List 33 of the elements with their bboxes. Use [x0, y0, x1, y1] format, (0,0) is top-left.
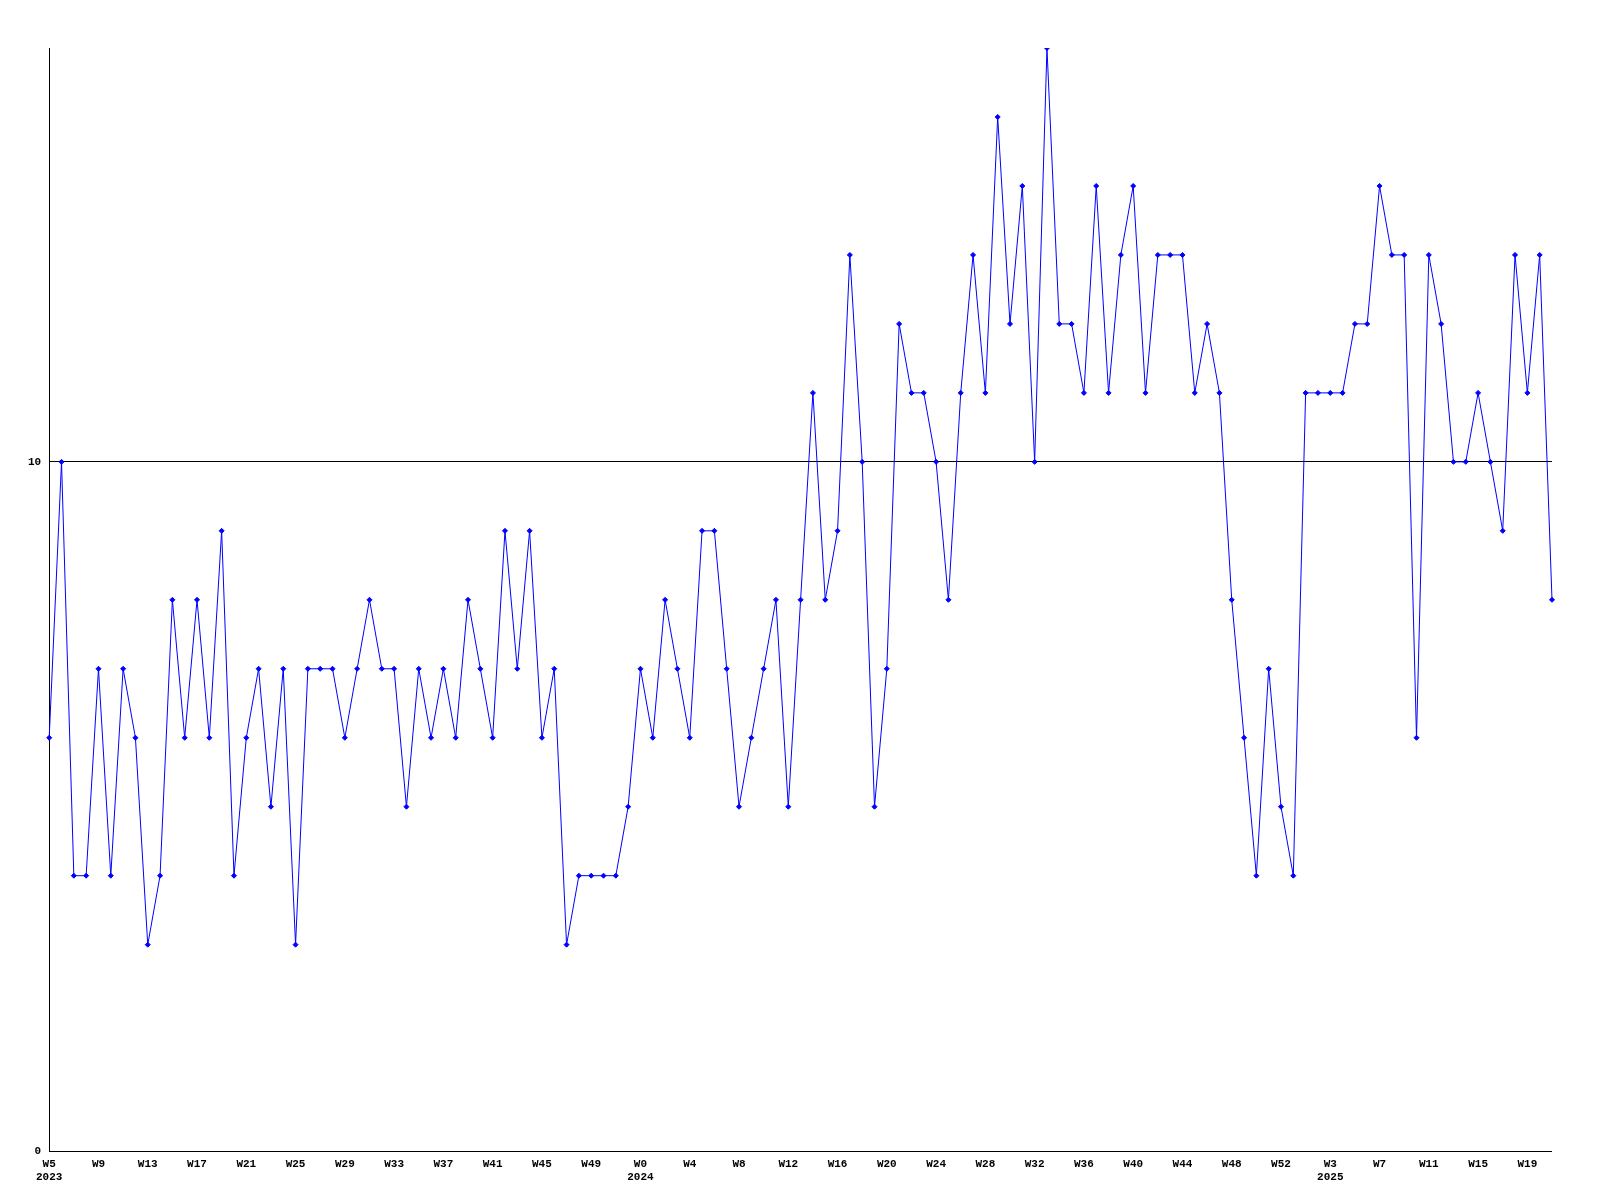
- x-tick-label: W11: [1418, 1157, 1440, 1170]
- x-tick-label: W8: [732, 1157, 747, 1170]
- x-tick-label: W33: [384, 1157, 405, 1170]
- x-tick-label: W32: [1024, 1157, 1045, 1170]
- x-tick-label: W41: [482, 1157, 503, 1170]
- x-tick-label: W29: [334, 1157, 355, 1170]
- x-tick-label: W4: [683, 1157, 697, 1170]
- x-tick-label: W40: [1123, 1157, 1144, 1170]
- x-tick-label: W9: [91, 1157, 106, 1170]
- y-tick-label: 10: [28, 455, 42, 468]
- x-tick-label: W52: [1271, 1157, 1291, 1170]
- x-tick-label: W49: [581, 1157, 602, 1170]
- x-tick-label: W5 2023: [36, 1157, 63, 1184]
- x-tick-label: W36: [1074, 1157, 1094, 1170]
- x-tick-label: W25: [285, 1157, 306, 1170]
- x-tick-label: W20: [876, 1157, 897, 1170]
- x-tick-label: W15: [1468, 1157, 1489, 1170]
- x-tick-label: W16: [827, 1157, 848, 1170]
- x-tick-label: W44: [1172, 1157, 1193, 1170]
- x-tick-label: W45: [532, 1157, 553, 1170]
- x-tick-label: W19: [1517, 1157, 1538, 1170]
- y-tick-label: 0: [34, 1145, 42, 1158]
- x-tick-label: W28: [975, 1157, 996, 1170]
- x-tick-label: W17: [187, 1157, 207, 1170]
- x-tick-label: W13: [137, 1157, 159, 1170]
- x-tick-label: W7: [1372, 1157, 1387, 1170]
- x-tick-label: W21: [236, 1157, 257, 1170]
- x-tick-label: W24: [926, 1157, 947, 1170]
- x-tick-label: W48: [1221, 1157, 1243, 1170]
- x-tick-label: W3 2025: [1317, 1157, 1344, 1184]
- x-tick-label: W0 2024: [627, 1157, 655, 1184]
- x-tick-label: W37: [433, 1157, 454, 1170]
- x-tick-label: W12: [778, 1157, 799, 1170]
